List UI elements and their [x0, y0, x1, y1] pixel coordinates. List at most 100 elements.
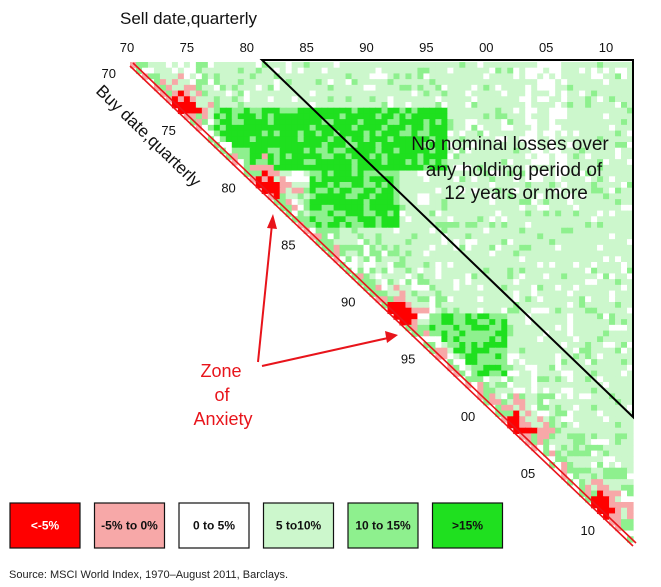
heatmap-cell: [537, 124, 544, 132]
heatmap-cell: [141, 73, 149, 80]
heatmap-cell: [561, 342, 568, 349]
heatmap-cell: [333, 233, 341, 240]
heatmap-cell: [291, 170, 299, 177]
heatmap-cell: [399, 262, 407, 269]
heatmap-cell: [309, 113, 317, 120]
heatmap-cell: [441, 199, 448, 206]
heatmap-cell: [615, 422, 622, 429]
heatmap-cell: [609, 136, 616, 143]
heatmap-cell: [585, 119, 592, 126]
heatmap-cell: [543, 222, 550, 229]
heatmap-cell: [291, 216, 299, 223]
heatmap-cell: [375, 90, 383, 97]
heatmap-cell: [249, 79, 257, 86]
heatmap-cell: [441, 256, 448, 263]
heatmap-cell: [291, 96, 299, 103]
heatmap-cell: [315, 124, 323, 132]
heatmap-cell: [513, 130, 520, 137]
heatmap-cell: [495, 210, 502, 217]
heatmap-cell: [345, 107, 353, 115]
heatmap-cell: [549, 290, 556, 297]
heatmap-cell: [495, 404, 502, 412]
heatmap-cell: [459, 147, 466, 155]
heatmap-cell: [531, 439, 538, 446]
heatmap-cell: [261, 182, 269, 189]
heatmap-cell: [405, 267, 413, 275]
heatmap-cell: [603, 256, 610, 263]
heatmap-cell: [435, 262, 442, 269]
heatmap-cell: [231, 79, 239, 86]
heatmap-cell: [261, 142, 269, 149]
heatmap-cell: [621, 359, 628, 366]
heatmap-cell: [615, 290, 622, 297]
heatmap-cell: [519, 90, 526, 97]
heatmap-cell: [621, 296, 628, 303]
heatmap-cell: [543, 427, 550, 435]
heatmap-cell: [507, 142, 514, 149]
heatmap-cell: [537, 227, 544, 235]
heatmap-cell: [351, 193, 359, 200]
heatmap-cell: [471, 290, 478, 297]
heatmap-cell: [279, 159, 287, 166]
heatmap-cell: [531, 359, 538, 366]
heatmap-cell: [597, 387, 604, 395]
heatmap-cell: [465, 136, 472, 143]
heatmap-cell: [447, 262, 454, 269]
heatmap-cell: [495, 130, 502, 137]
heatmap-cell: [531, 267, 538, 275]
heatmap-cell: [453, 79, 460, 86]
heatmap-cell: [393, 73, 401, 80]
heatmap-cell: [615, 227, 622, 235]
heatmap-cell: [537, 159, 544, 166]
heatmap-cell: [615, 73, 622, 80]
heatmap-cell: [585, 404, 592, 412]
heatmap-cell: [267, 176, 275, 183]
heatmap-cell: [603, 313, 610, 320]
heatmap-cell: [489, 90, 496, 97]
heatmap-cell: [471, 142, 478, 149]
heatmap-cell: [399, 142, 407, 149]
heatmap-cell: [333, 119, 341, 126]
heatmap-cell: [627, 90, 634, 97]
heatmap-cell: [375, 176, 383, 183]
heatmap-cell: [357, 124, 365, 132]
heatmap-cell: [489, 176, 496, 183]
heatmap-cell: [381, 250, 389, 257]
heatmap-cell: [585, 496, 592, 503]
heatmap-cell: [561, 262, 568, 269]
heatmap-cell: [495, 90, 502, 97]
heatmap-cell: [609, 456, 616, 463]
heatmap-cell: [339, 142, 347, 149]
heatmap-cell: [231, 67, 239, 75]
heatmap-cell: [387, 273, 395, 280]
heatmap-cell: [537, 393, 544, 400]
heatmap-cell: [465, 170, 472, 177]
heatmap-cell: [357, 273, 365, 280]
heatmap-cell: [447, 199, 454, 206]
heatmap-cell: [429, 170, 436, 177]
heatmap-cell: [399, 130, 407, 137]
heatmap-cell: [573, 290, 580, 297]
heatmap-cell: [537, 336, 544, 343]
heatmap-cell: [495, 359, 502, 366]
heatmap-cell: [351, 256, 359, 263]
zone-arrow-right-head: [385, 331, 398, 343]
heatmap-cell: [375, 199, 383, 206]
heatmap-cell: [339, 62, 347, 69]
heatmap-cell: [513, 262, 520, 269]
heatmap-cell: [393, 176, 401, 183]
heatmap-cell: [597, 119, 604, 126]
heatmap-cell: [537, 416, 544, 423]
heatmap-cell: [423, 193, 431, 200]
heatmap-cell: [507, 302, 514, 309]
heatmap-cell: [411, 62, 419, 69]
heatmap-cell: [453, 142, 460, 149]
heatmap-cell: [549, 319, 556, 326]
heatmap-cell: [627, 319, 634, 326]
heatmap-cell: [441, 353, 448, 360]
heatmap-cell: [339, 79, 347, 86]
heatmap-cell: [243, 107, 251, 115]
heatmap-cell: [525, 370, 532, 377]
heatmap-cell: [501, 324, 508, 332]
heatmap-cell: [597, 187, 604, 195]
